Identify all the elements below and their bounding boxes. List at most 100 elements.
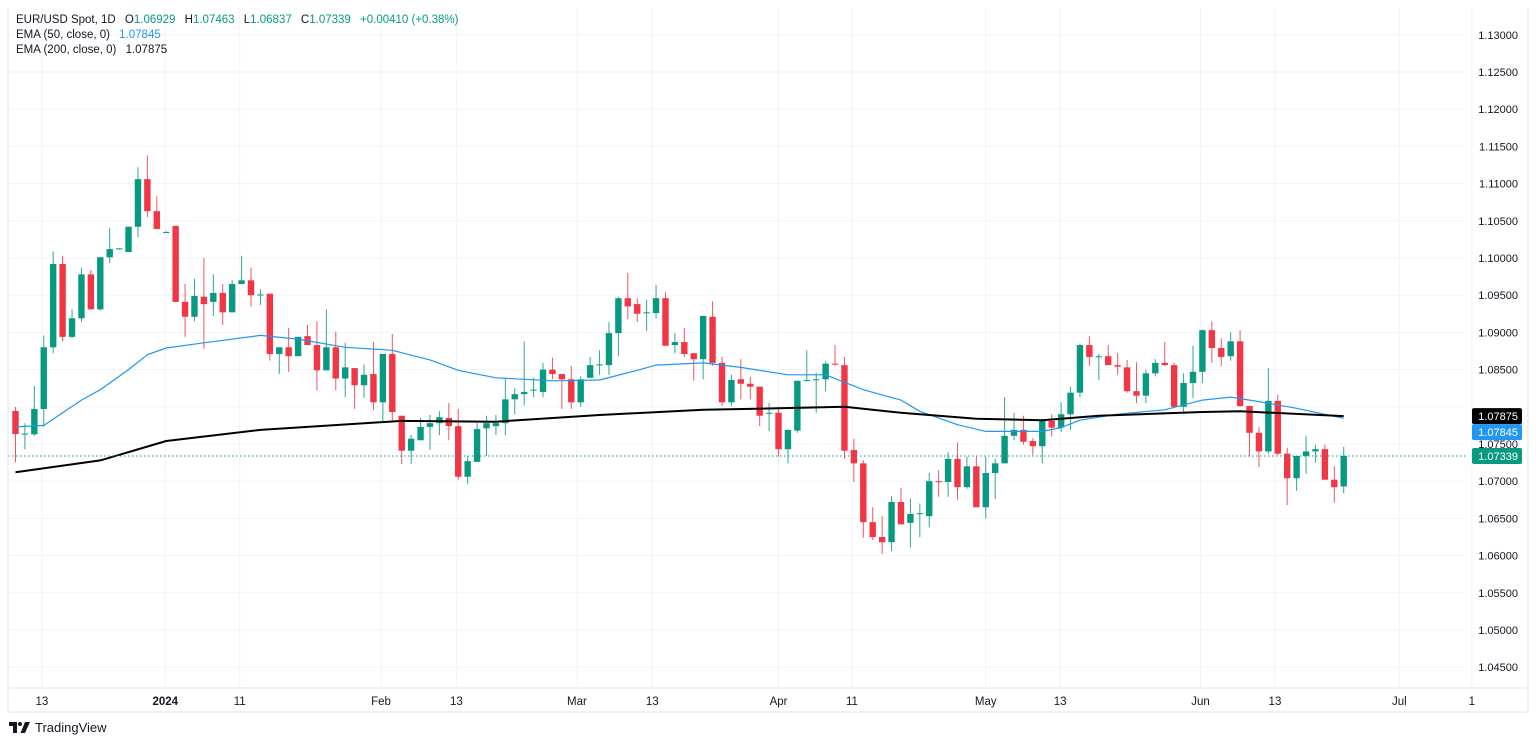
candle-down (1086, 336, 1093, 366)
candle-down (756, 386, 763, 427)
candle-body (1293, 455, 1300, 479)
candle-up (1180, 373, 1187, 415)
candle-body (68, 318, 76, 337)
candle-body (125, 226, 132, 253)
candle-body (624, 298, 631, 307)
candle-body (831, 363, 839, 365)
candle-body (681, 342, 688, 354)
candle-body (794, 380, 801, 431)
candle-body (1039, 420, 1046, 447)
candle-body (144, 179, 151, 212)
candle-up (1340, 446, 1347, 494)
candle-down (1255, 426, 1263, 468)
candle-body (954, 458, 961, 488)
candle-body (228, 284, 236, 313)
candle-up (577, 376, 584, 407)
candle-body (1180, 382, 1187, 407)
legend-high-value: 1.07463 (192, 14, 235, 26)
tradingview-logo-icon (9, 721, 30, 733)
candle-down (285, 327, 292, 372)
candle-body (1152, 362, 1159, 374)
time-tick-label: 13 (450, 696, 463, 708)
candle-body (634, 304, 641, 314)
candle-body (1133, 391, 1140, 396)
legend-ema50-row[interactable]: EMA (50, close, 0) 1.07845 (16, 28, 458, 43)
time-tick-label: 13 (1269, 696, 1282, 708)
candle-up (813, 372, 820, 413)
candle-body (888, 502, 895, 543)
legend-symbol[interactable]: EUR/USD Spot, 1D (16, 14, 116, 26)
price-axis[interactable]: 1.04500 1.05000 1.05500 1.06000 1.06500 1.070… (1472, 30, 1522, 674)
candle-down (841, 356, 848, 459)
candle-body (191, 295, 198, 317)
tradingview-brand[interactable]: TradingView (9, 720, 107, 735)
candle-down (313, 321, 321, 391)
candle-up (191, 278, 198, 322)
candle-up (276, 347, 283, 375)
candle-down (558, 374, 566, 410)
candle-body (1095, 356, 1102, 358)
candle-up (907, 498, 914, 548)
candle-body (172, 226, 179, 302)
candle-body (813, 379, 820, 381)
candle-up (78, 267, 85, 322)
candle-down (634, 298, 641, 322)
candle-up (1001, 397, 1008, 464)
legend-ema200-row[interactable]: EMA (200, close, 0) 1.07875 (16, 43, 458, 58)
candle-down (1218, 338, 1225, 366)
candle-up (1312, 444, 1319, 463)
candle-body (417, 426, 424, 441)
candle-body (1208, 330, 1216, 349)
candle-down (144, 155, 151, 218)
candle-down (1246, 405, 1253, 457)
chart-frame (7, 8, 1529, 713)
candle-body (841, 365, 848, 451)
candle-body (1255, 432, 1263, 452)
price-label-bg (1472, 408, 1522, 425)
price-tick-label: 1.10000 (1478, 253, 1518, 265)
candle-down (737, 359, 745, 400)
candle-body (455, 426, 462, 477)
candle-up (671, 333, 679, 354)
candle-up (963, 456, 971, 489)
candle-body (1020, 429, 1027, 442)
candle-body (78, 274, 85, 319)
legend-open-value: 1.06929 (133, 14, 176, 26)
candle-body (210, 292, 217, 302)
price-label-bg (1472, 424, 1522, 441)
time-tick-label: Feb (371, 696, 391, 708)
candle-body (586, 365, 594, 378)
candle-down (1029, 438, 1037, 456)
candle-body (1312, 449, 1319, 452)
price-label-text: 1.07875 (1478, 411, 1518, 423)
candle-body (549, 369, 556, 375)
candle-body (398, 415, 405, 451)
candle-body (426, 423, 434, 427)
price-tick-label: 1.11000 (1479, 179, 1518, 191)
candle-up (473, 423, 481, 462)
candle-body (153, 211, 160, 229)
legend-close-value: 1.07339 (309, 14, 351, 26)
chart-legend: EUR/USD Spot, 1D O1.06929 H1.07463 L1.06… (16, 13, 458, 58)
candle-down (153, 196, 160, 229)
candle-body (991, 463, 999, 474)
candle-body (97, 257, 104, 310)
candle-up (1039, 418, 1046, 464)
candle-down (1284, 447, 1291, 506)
ema50-label: EMA (50, close, 0) (16, 29, 110, 41)
candle-up (40, 335, 47, 427)
candle-up (991, 458, 999, 500)
candle-body (200, 296, 208, 305)
price-tick-label: 1.05500 (1478, 588, 1518, 600)
candle-body (87, 274, 95, 310)
candle-body (1331, 479, 1338, 488)
price-tick-label: 1.06500 (1478, 513, 1518, 525)
price-label-badge: 1.07339 (1472, 447, 1522, 464)
time-tick-label: Jun (1191, 696, 1210, 708)
time-axis[interactable]: 13 2024 11 Feb 13 Mar 13 Apr 11 May 13 Jun 13 Jul 1 (35, 696, 1475, 708)
candle-down (266, 293, 274, 361)
candle-down (1133, 362, 1140, 404)
candle-body (1067, 392, 1074, 415)
price-label-text: 1.07339 (1478, 451, 1518, 463)
